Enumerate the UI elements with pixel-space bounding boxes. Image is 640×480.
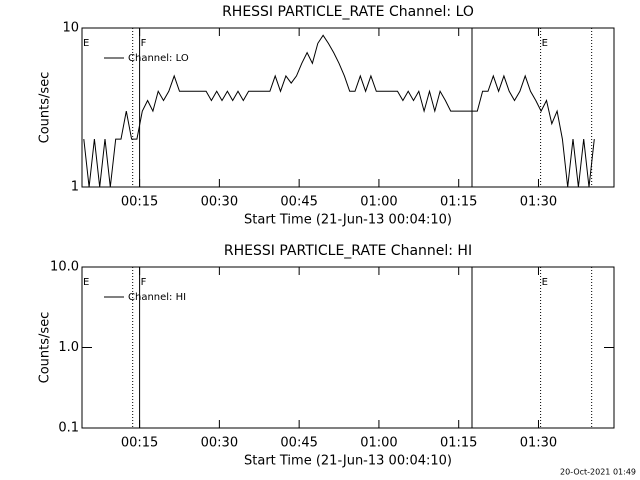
flag-label: E bbox=[542, 38, 548, 49]
data-line bbox=[83, 34, 595, 188]
x-tick-label: 00:45 bbox=[280, 195, 317, 210]
x-tick-label: 01:00 bbox=[360, 195, 397, 210]
flag-label: F bbox=[141, 277, 147, 288]
x-tick-label: 00:45 bbox=[280, 436, 317, 451]
y-tick-label: 10 bbox=[62, 21, 79, 36]
x-tick-label: 01:30 bbox=[520, 195, 557, 210]
flag-label: E bbox=[83, 38, 89, 49]
x-tick-label: 00:30 bbox=[201, 436, 238, 451]
y-tick-label: 0.1 bbox=[58, 421, 79, 436]
x-tick-label: 00:15 bbox=[121, 436, 158, 451]
x-tick-label: 01:00 bbox=[360, 436, 397, 451]
chart-title: RHESSI PARTICLE_RATE Channel: LO bbox=[222, 4, 474, 20]
y-tick-label: 1 bbox=[71, 180, 79, 195]
x-tick-label: 00:15 bbox=[121, 195, 158, 210]
flag-label: E bbox=[83, 277, 89, 288]
legend-label: Channel: HI bbox=[128, 292, 186, 303]
y-axis-label: Counts/sec bbox=[38, 312, 53, 384]
flag-label: E bbox=[542, 277, 548, 288]
x-tick-label: 01:15 bbox=[440, 436, 477, 451]
chart-title: RHESSI PARTICLE_RATE Channel: HI bbox=[224, 243, 472, 259]
x-tick-label: 01:15 bbox=[440, 195, 477, 210]
y-tick-label: 10.0 bbox=[50, 260, 79, 275]
plot-frame bbox=[81, 27, 615, 188]
x-axis-label: Start Time (21-Jun-13 00:04:10) bbox=[244, 454, 452, 469]
y-tick-label: 1.0 bbox=[58, 340, 79, 355]
y-axis-label: Counts/sec bbox=[38, 72, 53, 144]
footer: 20-Oct-2021 01:49 bbox=[560, 468, 636, 477]
legend-label: Channel: LO bbox=[128, 53, 189, 64]
x-tick-label: 01:30 bbox=[520, 436, 557, 451]
x-tick-label: 00:30 bbox=[201, 195, 238, 210]
x-axis-label: Start Time (21-Jun-13 00:04:10) bbox=[244, 213, 452, 228]
flag-label: F bbox=[141, 38, 147, 49]
